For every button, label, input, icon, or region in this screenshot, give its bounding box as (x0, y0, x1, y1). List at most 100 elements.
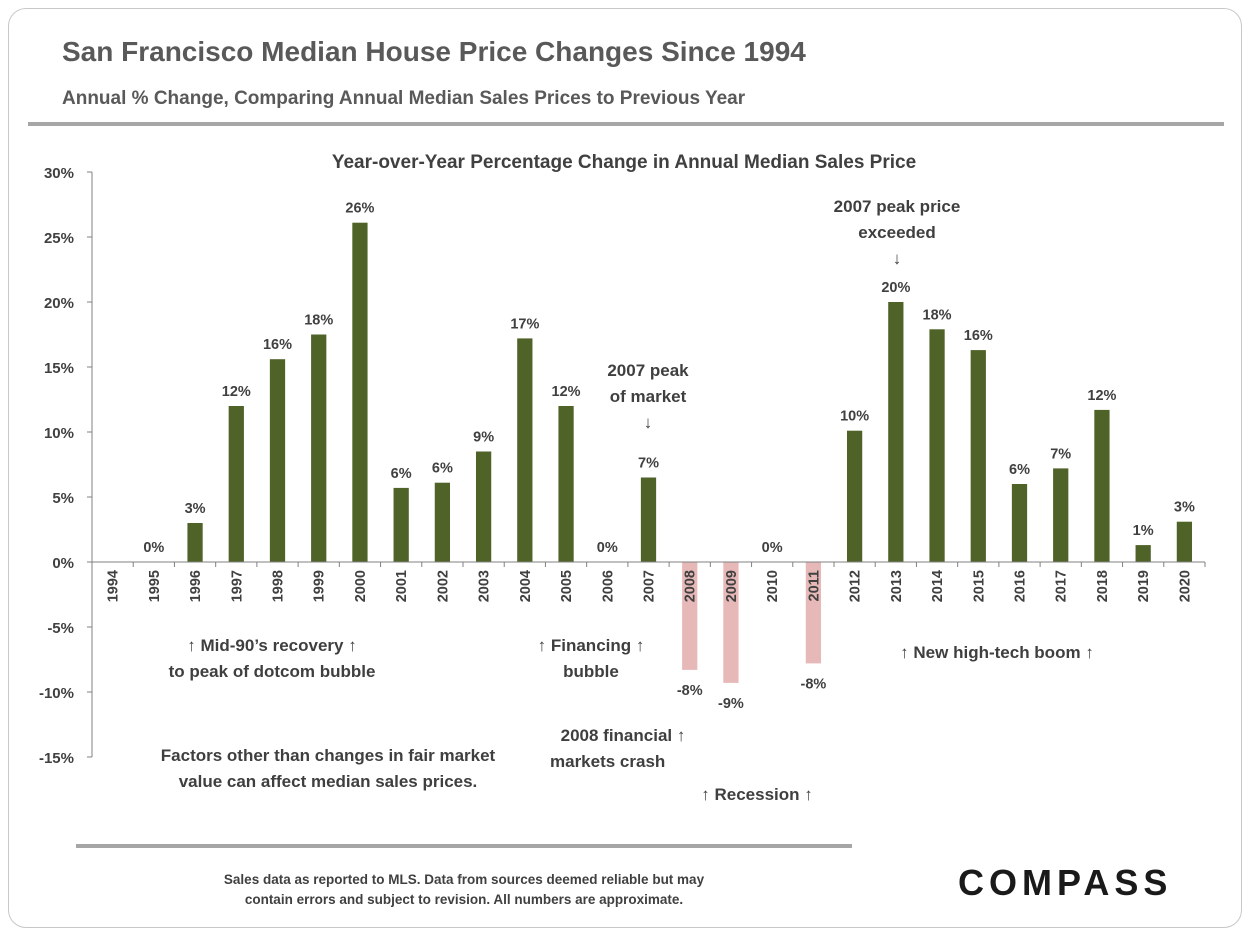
data-label-2015: 16% (964, 328, 993, 344)
data-label-2006: 0% (597, 540, 618, 556)
bar-2001 (393, 487, 409, 562)
bar-2009 (723, 562, 739, 683)
bar-2007 (640, 477, 657, 562)
x-tick-label: 2017 (1054, 570, 1070, 602)
footer-note-line: Sales data as reported to MLS. Data from… (223, 872, 705, 887)
annotation-2008-crash: 2008 financial ↑ markets crash (546, 723, 700, 775)
data-label-2012: 10% (840, 409, 869, 425)
y-tick-label: 30% (44, 165, 74, 182)
x-axis: 1994 1995 1996 1997 1998 1999 2000 2001 2002 2003… (91, 561, 1206, 602)
x-tick-label: 2010 (765, 570, 781, 602)
y-tick-label: -10% (39, 685, 74, 702)
up-arrow-icon: ↑ (676, 726, 686, 745)
annotation-text: 2007 peak price (833, 197, 961, 216)
bar-1999 (311, 334, 327, 562)
annotation-2007-peak-exceeded: 2007 peak price exceeded ↓ (818, 194, 976, 272)
data-label-2014: 18% (923, 307, 952, 323)
up-arrow-icon: ↑ (348, 636, 357, 655)
bars (187, 222, 1193, 683)
data-label-2010: 0% (762, 540, 783, 556)
x-tick-label: 2004 (518, 570, 534, 602)
data-label-2001: 6% (391, 466, 412, 482)
bar-2019 (1135, 545, 1151, 562)
bar-2004 (517, 338, 533, 562)
bar-1997 (228, 406, 244, 562)
data-label-2002: 6% (432, 461, 453, 477)
x-tick-label: 1999 (312, 570, 328, 602)
y-tick-label: 10% (44, 425, 74, 442)
data-label-1998: 16% (263, 337, 292, 353)
down-arrow-icon: ↓ (643, 413, 653, 432)
x-tick-label: 2003 (477, 570, 493, 602)
bar-1998 (269, 359, 286, 562)
bar-2013 (888, 302, 904, 562)
y-tick-label: 20% (44, 295, 74, 312)
page-title: San Francisco Median House Price Changes… (62, 36, 806, 67)
annotation-text: exceeded (858, 223, 936, 242)
bar-2005 (558, 406, 574, 562)
down-arrow-icon: ↓ (892, 249, 902, 268)
x-tick-label: 2006 (600, 570, 616, 602)
annotation-financing-bubble: ↑ Financing ↑ bubble (520, 633, 662, 685)
data-label-2000: 26% (345, 201, 374, 217)
data-label-2003: 9% (473, 430, 494, 446)
data-label-2016: 6% (1009, 462, 1030, 478)
x-tick-label: 2002 (435, 570, 451, 602)
data-label-2009: -9% (718, 696, 744, 712)
bar-2020 (1176, 521, 1193, 562)
x-tick-label: 2009 (724, 570, 740, 602)
data-label-2005: 12% (552, 384, 581, 400)
up-arrow-icon: ↑ (187, 636, 196, 655)
annotation-high-tech-boom: ↑ New high-tech boom ↑ (872, 640, 1122, 666)
y-tick-label: 5% (52, 490, 74, 507)
x-tick-label: 2001 (394, 570, 410, 602)
annotation-text: New high-tech boom (913, 643, 1081, 662)
up-arrow-icon: ↑ (635, 636, 645, 655)
x-tick-label: 2016 (1013, 570, 1029, 602)
annotation-text: of market (609, 387, 687, 406)
bar-2018 (1094, 409, 1110, 562)
x-tick-label: 2013 (889, 570, 905, 602)
data-label-2011: -8% (800, 676, 826, 692)
footer-note-line: contain errors and subject to revision. … (244, 892, 684, 907)
bar-2000 (352, 222, 368, 562)
annotation-text: bubble (563, 662, 619, 681)
x-tick-label: 2000 (353, 570, 369, 602)
bar-2017 (1053, 468, 1069, 562)
bar-2012 (846, 430, 863, 562)
annotation-text: to peak of dotcom bubble (168, 662, 376, 681)
annotation-factors: Factors other than changes in fair marke… (140, 743, 516, 795)
annotation-text: value can affect median sales prices. (178, 772, 478, 791)
data-label-1999: 18% (304, 313, 333, 329)
x-tick-label: 2019 (1136, 570, 1152, 602)
x-tick-label: 2012 (848, 570, 864, 602)
data-label-2020: 3% (1174, 500, 1195, 516)
x-tick-label: 1998 (271, 570, 287, 602)
data-label-1996: 3% (185, 501, 206, 517)
data-label-2004: 17% (510, 316, 539, 332)
page-subtitle: Annual % Change, Comparing Annual Median… (62, 88, 746, 109)
annotation-text: Financing (550, 636, 632, 655)
chart-frame (8, 8, 1242, 928)
bar-2002 (434, 482, 451, 562)
data-label-1997: 12% (222, 384, 251, 400)
x-tick-label: 1995 (147, 570, 163, 602)
bar-2014 (929, 329, 945, 562)
x-tick-label: 2014 (930, 570, 946, 602)
x-tick-label: 2007 (642, 570, 658, 602)
annotation-text: 2007 peak (607, 361, 689, 380)
x-tick-label: 2005 (559, 570, 575, 602)
annotation-mid90s-recovery: ↑ Mid-90’s recovery ↑ to peak of dotcom … (150, 633, 394, 685)
compass-logo: COMPASS (958, 862, 1173, 903)
up-arrow-icon: ↑ (701, 785, 710, 804)
data-label-2007: 7% (638, 456, 659, 472)
y-tick-label: -15% (39, 750, 74, 767)
annotation-2007-peak-of-market: 2007 peak of market ↓ (596, 358, 700, 436)
header-divider (28, 122, 1224, 126)
y-tick-label: 25% (44, 230, 74, 247)
annotation-text: Mid-90’s recovery (200, 636, 344, 655)
x-tick-label: 2008 (683, 570, 699, 602)
up-arrow-icon: ↑ (804, 785, 813, 804)
data-label-2018: 12% (1087, 388, 1116, 404)
annotation-text: markets crash (550, 752, 666, 771)
